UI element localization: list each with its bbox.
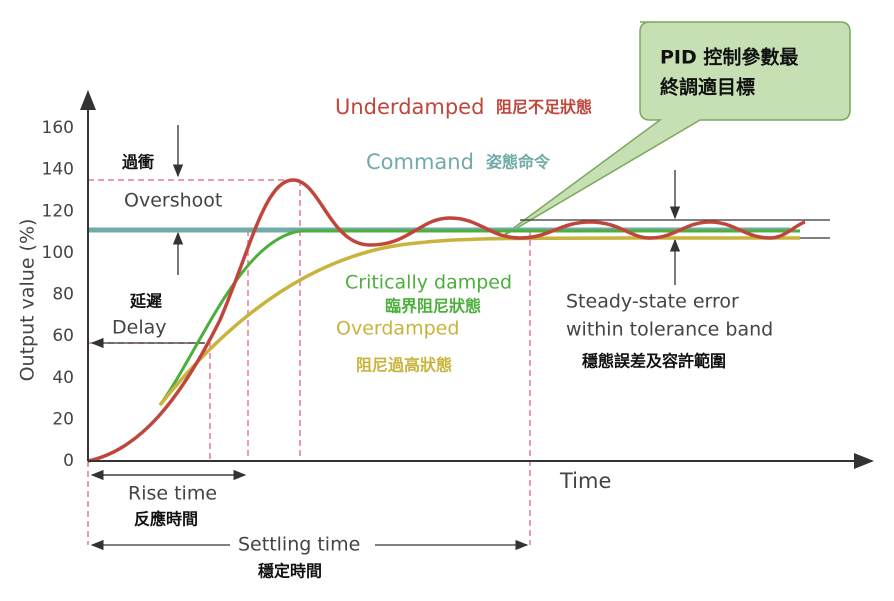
annotation: within tolerance band <box>566 319 773 341</box>
y-tick-label: 60 <box>52 326 74 346</box>
y-tick-label: 40 <box>52 368 74 388</box>
y-tick-label: 20 <box>52 409 74 429</box>
curve-label: Command <box>366 150 474 174</box>
curve-label-zh: 臨界阻尼狀態 <box>385 297 481 316</box>
curve-label-zh: 阻尼不足狀態 <box>496 98 592 117</box>
annotation: Steady-state error <box>566 291 739 313</box>
x-axis-label: Time <box>559 469 611 493</box>
curve-label-zh: 阻尼過高狀態 <box>356 356 452 375</box>
curve-label-zh: 姿態命令 <box>486 153 551 172</box>
annotation: Rise time <box>128 483 217 505</box>
y-tick-label: 140 <box>42 160 74 180</box>
y-tick-label: 100 <box>42 243 74 263</box>
underdamped-curve <box>87 178 806 463</box>
annotation-zh: 反應時間 <box>134 510 198 529</box>
y-tick-label: 80 <box>52 285 74 305</box>
callout-line: PID 控制參數最 <box>660 46 799 69</box>
curve-label: Critically damped <box>345 272 512 294</box>
critical-curve <box>158 229 800 406</box>
y-tick-label: 0 <box>63 451 74 471</box>
annotation-zh: 延遲 <box>129 292 162 311</box>
annotation: Delay <box>112 317 167 339</box>
annotation-zh: 穩態誤差及容許範圍 <box>582 352 726 371</box>
annotation-zh: 過衝 <box>121 153 154 172</box>
y-tick-label: 120 <box>42 201 74 221</box>
y-tick-label: 160 <box>42 118 74 138</box>
annotation: Overshoot <box>124 190 222 212</box>
y-ticks: 0 20 40 60 80 100 120 140 160 <box>42 118 74 471</box>
overdamped-curve <box>158 236 801 407</box>
y-axis-label: Output value (%) <box>17 219 39 382</box>
curve-label: Overdamped <box>336 318 459 340</box>
annotation-zh: 穩定時間 <box>258 562 322 581</box>
curve-label: Underdamped <box>335 95 484 119</box>
callout-line: 終調適目標 <box>660 76 755 99</box>
annotation: Settling time <box>238 534 360 556</box>
